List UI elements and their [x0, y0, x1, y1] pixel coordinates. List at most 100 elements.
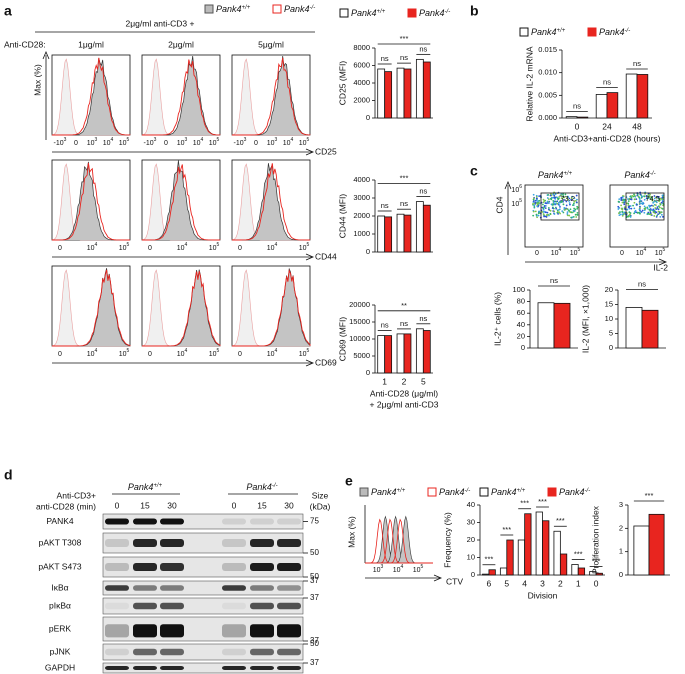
- tick-label: 104: [193, 137, 204, 147]
- band: [133, 602, 157, 610]
- tick-exp: 5: [127, 137, 130, 143]
- flow-dot: [532, 200, 535, 203]
- flow-dot: [546, 197, 549, 199]
- legend-swatch: [204, 4, 214, 14]
- flow-dot: [650, 196, 653, 198]
- bar: [517, 539, 526, 576]
- genotype-name: Pank4: [351, 8, 377, 18]
- genotype-name: Pank4: [531, 27, 557, 37]
- tick-base: 10: [551, 250, 559, 257]
- tick-base: -10: [144, 140, 154, 147]
- label: 4000: [353, 78, 370, 87]
- bar: [422, 330, 431, 374]
- flow-dot: [633, 211, 636, 213]
- flow-dot: [623, 203, 626, 206]
- flow-dot: [574, 213, 577, 216]
- flow-dot: [648, 208, 651, 211]
- label: 37: [310, 593, 319, 602]
- flow-dot: [657, 213, 660, 216]
- bar: [384, 71, 393, 119]
- flow-dot: [629, 216, 632, 218]
- band: [277, 563, 301, 571]
- flow-dot: [649, 209, 652, 212]
- legend-swatch: [547, 487, 557, 497]
- flow-dot: [632, 204, 634, 207]
- tick-base: 10: [87, 140, 95, 147]
- ko-peak: [142, 59, 221, 136]
- ko-peak: [52, 269, 131, 347]
- genotype-name: Pank4: [491, 487, 517, 497]
- blot: [102, 580, 304, 596]
- flow-dot: [543, 200, 546, 202]
- label: 0: [619, 570, 623, 579]
- tick-label: 103: [373, 564, 384, 574]
- bar: [535, 511, 543, 576]
- tick-label: 105: [119, 137, 130, 147]
- flow-dot: [661, 198, 664, 201]
- flow-dot: [633, 201, 636, 204]
- genotype-name: Pank4: [371, 487, 397, 497]
- band: [160, 518, 184, 525]
- flow-dot: [657, 208, 660, 211]
- bar: [403, 333, 412, 374]
- tick-base: 10: [267, 351, 275, 358]
- flow-dot: [542, 207, 545, 210]
- genotype-sup: -/-: [650, 171, 656, 177]
- flow-dot: [554, 202, 557, 205]
- flow-dot: [563, 196, 566, 199]
- label: CTV: [446, 576, 463, 586]
- label: 30: [284, 500, 294, 510]
- flow-dot: [573, 200, 576, 203]
- tick-base: 10: [177, 351, 185, 358]
- bar: [625, 73, 638, 119]
- tick-label: -103: [234, 137, 247, 147]
- legend-swatch: [587, 27, 597, 37]
- flow-dot: [532, 214, 535, 217]
- genotype: Pank4-/-: [599, 27, 630, 37]
- band: [105, 648, 129, 656]
- label: 40: [517, 320, 525, 329]
- legend-swatch: [479, 487, 489, 497]
- flow-dot: [562, 211, 565, 214]
- tick-exp: 4: [185, 242, 188, 248]
- tick-base: 10: [636, 250, 644, 257]
- band: [133, 563, 157, 571]
- bar: [415, 58, 424, 119]
- flow-dot: [536, 216, 539, 219]
- legend-swatch: [272, 4, 282, 14]
- flow-dot: [538, 199, 541, 202]
- gate: [625, 192, 665, 221]
- bar: [488, 569, 496, 576]
- flow-dot: [656, 214, 659, 217]
- label: 5000: [353, 351, 370, 360]
- flow-dot: [568, 200, 570, 202]
- flow-dot: [618, 214, 621, 217]
- band: [222, 585, 246, 591]
- tick-exp: 4: [95, 242, 98, 248]
- flow-dot: [643, 211, 646, 214]
- bar: [636, 74, 649, 119]
- flow-dot: [532, 193, 535, 196]
- flow-dot: [532, 203, 534, 205]
- flow-dot: [567, 198, 569, 201]
- flow-dot: [557, 209, 560, 211]
- genotype: Pank4+/+: [351, 8, 386, 18]
- genotype-sup: +/+: [517, 488, 526, 494]
- label: ***: [556, 516, 565, 525]
- label: ns: [419, 314, 427, 323]
- genotype-name: Pank4: [559, 487, 585, 497]
- label: 6000: [353, 60, 370, 69]
- flow-dot: [538, 202, 540, 204]
- flow-dot: [549, 209, 552, 212]
- bar: [559, 553, 568, 576]
- flow-dot: [645, 194, 648, 197]
- tick-label: 104: [103, 137, 114, 147]
- flow-dot: [555, 207, 558, 210]
- label: 0: [471, 570, 475, 579]
- genotype: Pank4-/-: [624, 170, 655, 180]
- genotype-sup: +/+: [377, 9, 386, 15]
- tick-label: 105: [209, 242, 220, 252]
- tick-base: 10: [511, 201, 519, 208]
- label: 3: [619, 500, 623, 509]
- label: 50: [310, 572, 319, 581]
